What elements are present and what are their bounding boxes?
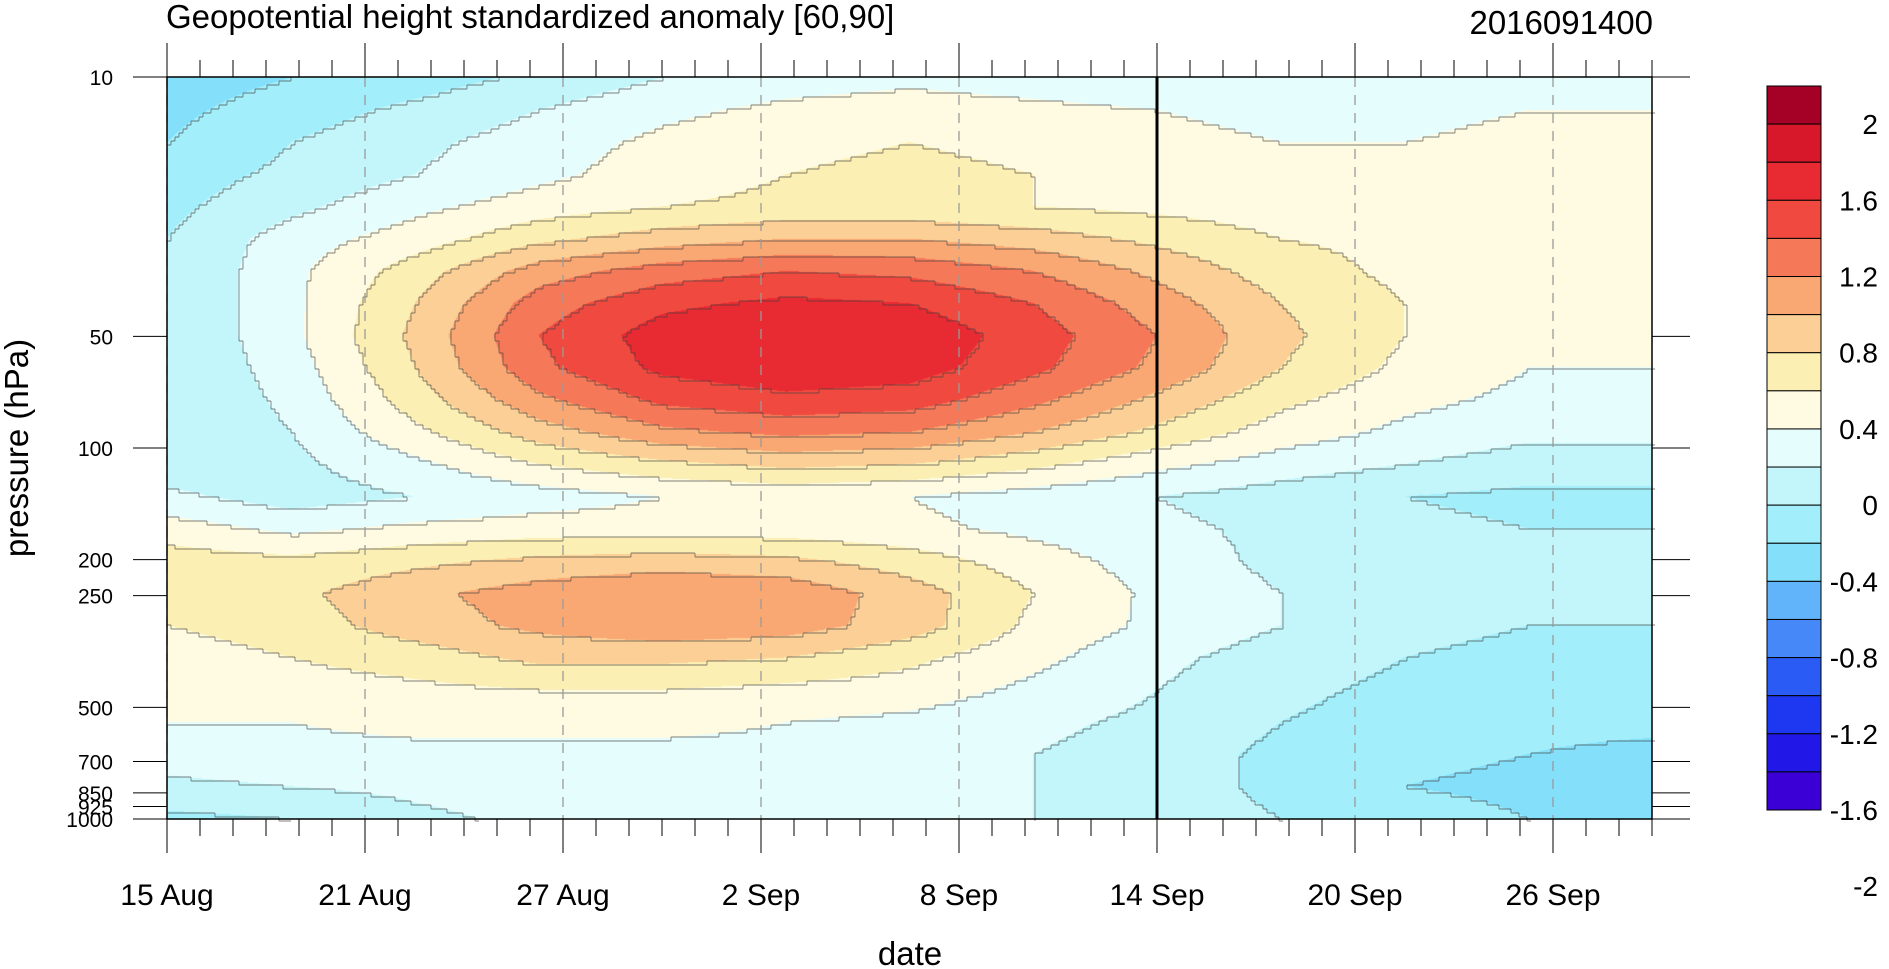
y-axis-label: pressure (hPa) (0, 339, 35, 557)
colorbar-swatch (1766, 618, 1822, 659)
colorbar-swatch (1766, 85, 1822, 125)
colorbar-swatch (1766, 733, 1822, 773)
colorbar-label: -2 (1853, 871, 1878, 902)
y-tick-label: 10 (90, 67, 113, 90)
colorbar-swatch (1766, 428, 1822, 468)
colorbar-swatch (1766, 352, 1822, 392)
y-tick-label: 850 (78, 783, 113, 806)
x-tick-label: 21 Aug (318, 879, 411, 912)
colorbar-swatch (1766, 276, 1822, 316)
colorbar-swatch (1766, 504, 1822, 544)
colorbar-label: 0.8 (1839, 338, 1878, 369)
colorbar-swatch (1766, 771, 1822, 811)
colorbar-label: -0.4 (1830, 566, 1878, 597)
x-tick-label: 2 Sep (722, 879, 800, 912)
colorbar-label: 2 (1862, 109, 1878, 140)
y-tick-label: 250 (78, 586, 113, 609)
colorbar-label: 0 (1862, 490, 1878, 521)
colorbar-label: -1.2 (1830, 719, 1878, 750)
contour-fill (167, 77, 1652, 819)
colorbar-swatch (1766, 314, 1822, 354)
x-tick-label: 20 Sep (1307, 879, 1402, 912)
colorbar-swatch (1766, 161, 1822, 201)
y-tick-label: 100 (78, 438, 113, 461)
y-tick-label: 925 (78, 796, 113, 819)
y-tick-label: 200 (78, 550, 113, 573)
x-tick-label: 26 Sep (1505, 879, 1600, 912)
colorbar-label: -0.8 (1830, 643, 1878, 674)
x-tick-label: 27 Aug (516, 879, 609, 912)
y-tick-label: 50 (90, 326, 113, 349)
colorbar-label: 1.6 (1839, 185, 1878, 216)
y-tick-label: 500 (78, 697, 113, 720)
x-tick-label: 14 Sep (1109, 879, 1204, 912)
colorbar-swatch (1766, 580, 1822, 620)
colorbar-swatch (1766, 237, 1822, 278)
axes-layer: 15 Aug 21 Aug 27 Aug 2 Sep 8 Sep 14 Sep 20 Sep… (66, 43, 1690, 912)
chart-title: Geopotential height standardized anomaly… (166, 0, 894, 35)
chart-timestamp: 2016091400 (1469, 4, 1653, 41)
colorbar-swatch (1766, 695, 1822, 735)
colorbar-label: 1.2 (1839, 262, 1878, 293)
colorbar-swatch (1766, 199, 1822, 239)
x-axis-label: date (878, 935, 942, 969)
colorbar-label: 0.4 (1839, 414, 1878, 445)
colorbar: 2 1.6 1.2 0.8 0.4 0 -0.4 -0.8 -1.2 -1.6 -2 (1766, 85, 1878, 902)
y-tick-label: 700 (78, 752, 113, 775)
colorbar-swatch (1766, 390, 1822, 430)
y-tick-label: 1000 (66, 809, 113, 832)
colorbar-swatch (1766, 542, 1822, 582)
contour-lines (167, 77, 1655, 822)
x-tick-label: 15 Aug (120, 879, 213, 912)
x-tick-label: 8 Sep (920, 879, 998, 912)
colorbar-swatch (1766, 466, 1822, 506)
colorbar-swatch (1766, 123, 1822, 163)
colorbar-swatch (1766, 657, 1822, 697)
contour-fill-layer (167, 77, 1655, 822)
colorbar-label: -1.6 (1830, 795, 1878, 826)
